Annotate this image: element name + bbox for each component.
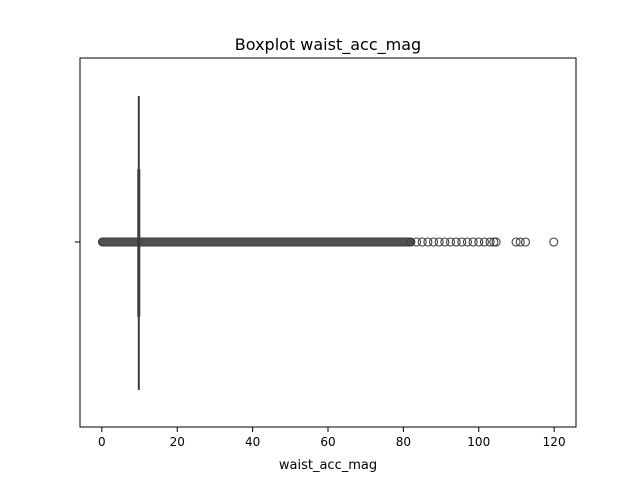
plot-area	[97, 96, 559, 390]
outlier-point	[406, 237, 416, 247]
outlier-point	[474, 237, 484, 247]
outlier-point	[434, 237, 444, 247]
x-tick-label: 80	[396, 435, 411, 449]
outlier-point	[451, 237, 461, 247]
outlier-point	[417, 237, 427, 247]
outlier-point	[412, 237, 422, 247]
outlier-point	[445, 237, 456, 247]
outlier-point	[485, 237, 495, 247]
x-tick-label: 100	[467, 435, 490, 449]
outlier-point	[549, 237, 559, 247]
outlier-point	[468, 237, 478, 247]
outlier-point	[440, 237, 450, 247]
x-axis-label: waist_acc_mag	[279, 458, 377, 473]
x-tick-label: 0	[98, 435, 106, 449]
x-tick-label: 40	[245, 435, 260, 449]
outlier-point	[457, 237, 467, 247]
outlier-point	[520, 237, 531, 247]
outlier-point	[462, 237, 473, 247]
outlier-point	[515, 237, 525, 247]
x-tick-label: 60	[320, 435, 335, 449]
outlier-point	[423, 237, 433, 247]
outlier-point	[428, 237, 439, 247]
x-axis-ticks: 0 20 40 60 80 100 120	[98, 427, 566, 449]
outlier-dense-band	[97, 237, 415, 247]
outlier-point	[479, 237, 489, 247]
chart-title: Boxplot waist_acc_mag	[235, 35, 421, 55]
x-tick-label: 20	[170, 435, 185, 449]
outlier-point	[489, 237, 499, 247]
x-tick-label: 120	[543, 435, 566, 449]
outlier-point	[511, 237, 521, 247]
outlier-point	[491, 237, 501, 247]
